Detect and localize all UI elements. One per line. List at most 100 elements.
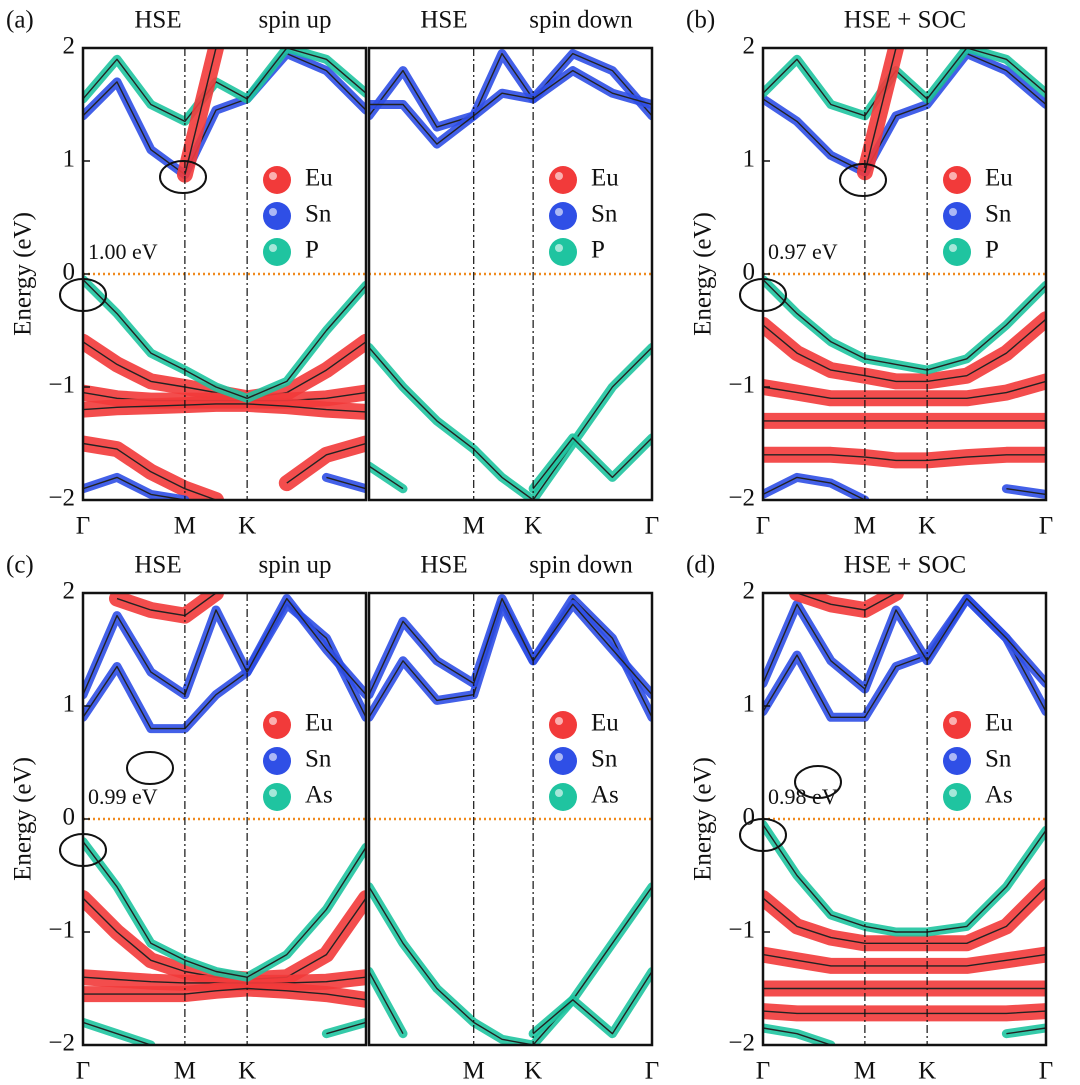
legend-marker xyxy=(943,202,971,230)
panel-title: HSE xyxy=(420,7,467,34)
y-tick-label: −2 xyxy=(48,1030,75,1057)
highlight-ellipse xyxy=(739,818,787,852)
highlight-ellipse xyxy=(839,163,887,197)
plot-area xyxy=(369,594,652,1045)
y-tick-label: 0 xyxy=(63,804,76,831)
legend-marker-shine xyxy=(555,717,563,725)
band-weight xyxy=(83,395,366,420)
band-line xyxy=(369,346,652,500)
panel: Γ M K −2 −1 0 1 2 (a) HSE spin up Energy (eV) 1.00 e… xyxy=(6,7,368,540)
x-tick-label: M xyxy=(174,513,196,540)
plot-area xyxy=(83,48,366,500)
band-line xyxy=(369,886,652,1045)
band-line xyxy=(369,597,652,696)
panel: M K Γ HSE spin down Eu Sn As xyxy=(367,552,659,1085)
frame xyxy=(81,46,368,502)
legend-marker-shine xyxy=(555,753,563,761)
band-line xyxy=(83,403,366,413)
highlight-ellipse xyxy=(59,833,107,867)
legend-marker xyxy=(549,711,577,739)
legend-marker-shine xyxy=(269,172,277,180)
band-line xyxy=(184,48,217,175)
legend-marker-shine xyxy=(949,244,957,252)
panel-subtitle: spin up xyxy=(259,552,332,579)
y-tick-label: −2 xyxy=(728,1030,755,1057)
legend-marker xyxy=(263,166,291,194)
band-line xyxy=(763,1010,1046,1015)
x-tick-label: K xyxy=(524,1058,542,1085)
band-line xyxy=(763,824,1046,933)
legend-marker xyxy=(943,166,971,194)
legend-label: P xyxy=(985,237,999,264)
highlight-ellipse xyxy=(794,765,842,799)
legend-label: Eu xyxy=(305,165,333,192)
x-tick-label: K xyxy=(524,513,542,540)
legend-label: Eu xyxy=(985,710,1013,737)
legend-marker xyxy=(263,202,291,230)
legend-label: Eu xyxy=(985,165,1013,192)
legend-marker-shine xyxy=(949,789,957,797)
band-line xyxy=(83,279,366,399)
band-line xyxy=(83,476,366,500)
plot-area xyxy=(369,49,652,500)
band-line xyxy=(864,48,897,173)
band-line xyxy=(763,597,1046,690)
band-line xyxy=(369,971,404,1035)
y-tick-label: 1 xyxy=(743,691,756,718)
legend-marker xyxy=(943,747,971,775)
band-line xyxy=(763,318,1046,383)
legend-marker-shine xyxy=(949,208,957,216)
band-line xyxy=(83,841,366,978)
panel-title: HSE xyxy=(420,552,467,579)
legend-marker xyxy=(943,711,971,739)
x-tick-label: Γ xyxy=(756,513,770,540)
frame xyxy=(81,591,368,1047)
frame xyxy=(761,46,1048,502)
band-weight xyxy=(83,435,366,500)
frame xyxy=(367,46,654,502)
band-line xyxy=(83,48,366,123)
panel-label: (b) xyxy=(686,7,715,34)
y-tick-label: −2 xyxy=(728,485,755,512)
plot-area xyxy=(763,593,1046,1045)
x-tick-label: Γ xyxy=(76,1058,90,1085)
band-line xyxy=(83,442,366,500)
x-tick-label: M xyxy=(174,1058,196,1085)
panel-subtitle: spin down xyxy=(529,7,633,34)
band-line xyxy=(763,279,1046,371)
legend-marker xyxy=(263,238,291,266)
legend-marker xyxy=(549,166,577,194)
legend-label: Sn xyxy=(591,201,618,228)
legend-marker-shine xyxy=(555,172,563,180)
x-tick-label: Γ xyxy=(1039,513,1053,540)
legend-marker-shine xyxy=(949,717,957,725)
legend-marker xyxy=(263,747,291,775)
x-tick-label: K xyxy=(238,1058,256,1085)
panel-label: (a) xyxy=(6,7,34,34)
y-tick-label: 2 xyxy=(63,33,76,60)
x-tick-label: M xyxy=(854,513,876,540)
legend-marker-shine xyxy=(269,717,277,725)
legend-marker xyxy=(549,783,577,811)
band-line xyxy=(763,886,1046,944)
legend-label: Eu xyxy=(305,710,333,737)
legend-label: Sn xyxy=(985,746,1012,773)
y-tick-label: 2 xyxy=(743,33,756,60)
band-line xyxy=(763,52,1046,173)
y-tick-label: −1 xyxy=(728,372,755,399)
band-line xyxy=(369,52,652,128)
legend-label: Sn xyxy=(591,746,618,773)
panel-label: (c) xyxy=(6,552,34,579)
band-line xyxy=(796,593,897,611)
legend-label: P xyxy=(305,237,319,264)
y-axis-label: Energy (eV) xyxy=(690,212,717,336)
legend-marker-shine xyxy=(269,789,277,797)
band-line xyxy=(83,52,366,176)
legend-label: Eu xyxy=(591,710,619,737)
x-tick-label: Γ xyxy=(1039,1058,1053,1085)
y-tick-label: 0 xyxy=(63,259,76,286)
panel-label: (d) xyxy=(686,552,715,579)
x-tick-label: K xyxy=(918,1058,936,1085)
